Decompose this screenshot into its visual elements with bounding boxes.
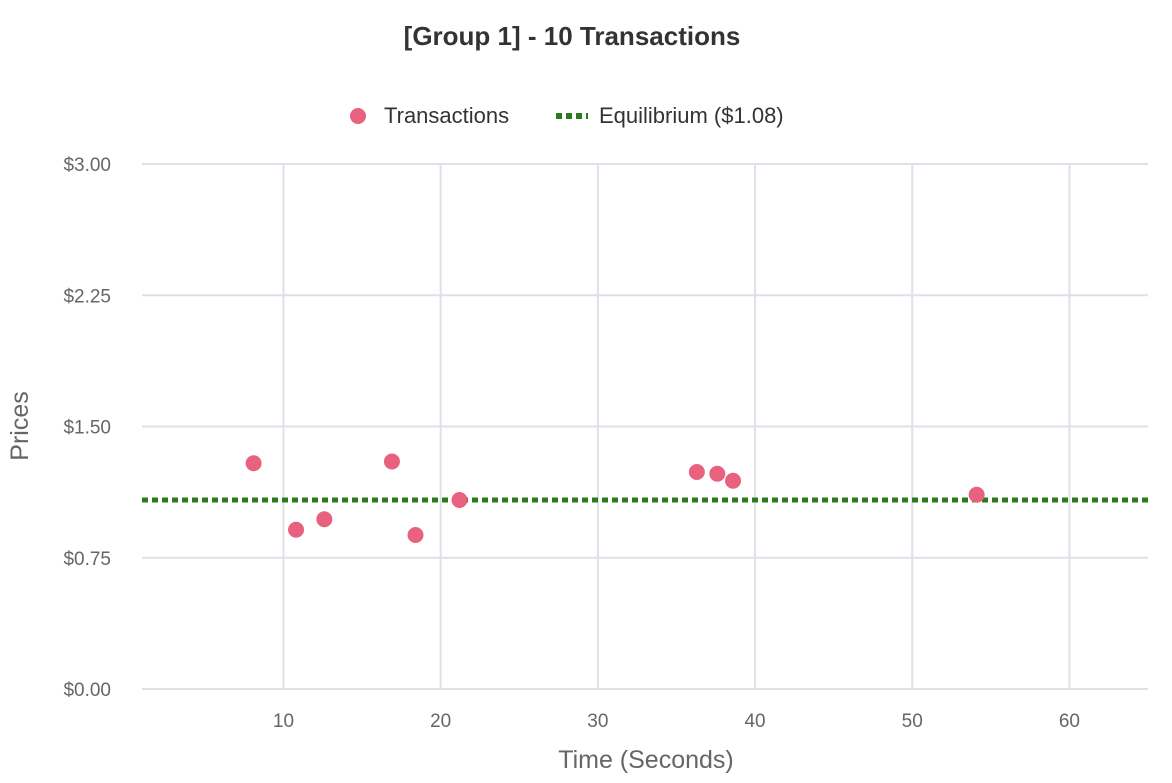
y-tick-label: $3.00 [63,155,111,176]
transaction-point [451,492,468,508]
chart-title: [Group 1] - 10 Transactions [404,21,741,51]
y-axis-ticks: $0.00 $0.75 $1.50 $2.25 $3.00 [63,155,111,701]
legend-label-equilibrium: Equilibrium ($1.08) [599,103,784,128]
legend-item-transactions[interactable]: Transactions [350,103,509,128]
transaction-point [407,527,424,543]
legend: Transactions Equilibrium ($1.08) [350,103,784,128]
x-gridlines [282,164,1071,689]
legend-marker-transactions [350,108,366,124]
transaction-point [688,464,705,480]
legend-item-equilibrium[interactable]: Equilibrium ($1.08) [556,103,784,128]
y-gridlines [142,163,1148,690]
y-tick-label: $2.25 [63,286,111,307]
x-tick-label: 60 [1059,711,1080,732]
transaction-point [316,511,333,528]
legend-label-transactions: Transactions [384,103,509,128]
y-axis-title: Prices [6,391,34,460]
transaction-point [968,486,985,503]
x-tick-label: 50 [902,711,923,732]
x-tick-label: 20 [430,711,451,732]
transaction-point [709,465,726,482]
x-tick-label: 10 [273,711,294,732]
y-tick-label: $0.75 [63,549,111,570]
transactions-series [245,453,985,543]
x-tick-label: 30 [587,711,608,732]
transaction-point [725,472,742,489]
x-axis-title: Time (Seconds) [558,746,734,774]
y-tick-label: $1.50 [63,418,111,439]
x-axis-ticks: 10 20 30 40 50 60 [273,711,1080,732]
transaction-point [383,453,400,470]
x-tick-label: 40 [744,711,765,732]
transaction-point [245,455,262,472]
transaction-point [288,521,305,538]
y-tick-label: $0.00 [63,680,111,701]
